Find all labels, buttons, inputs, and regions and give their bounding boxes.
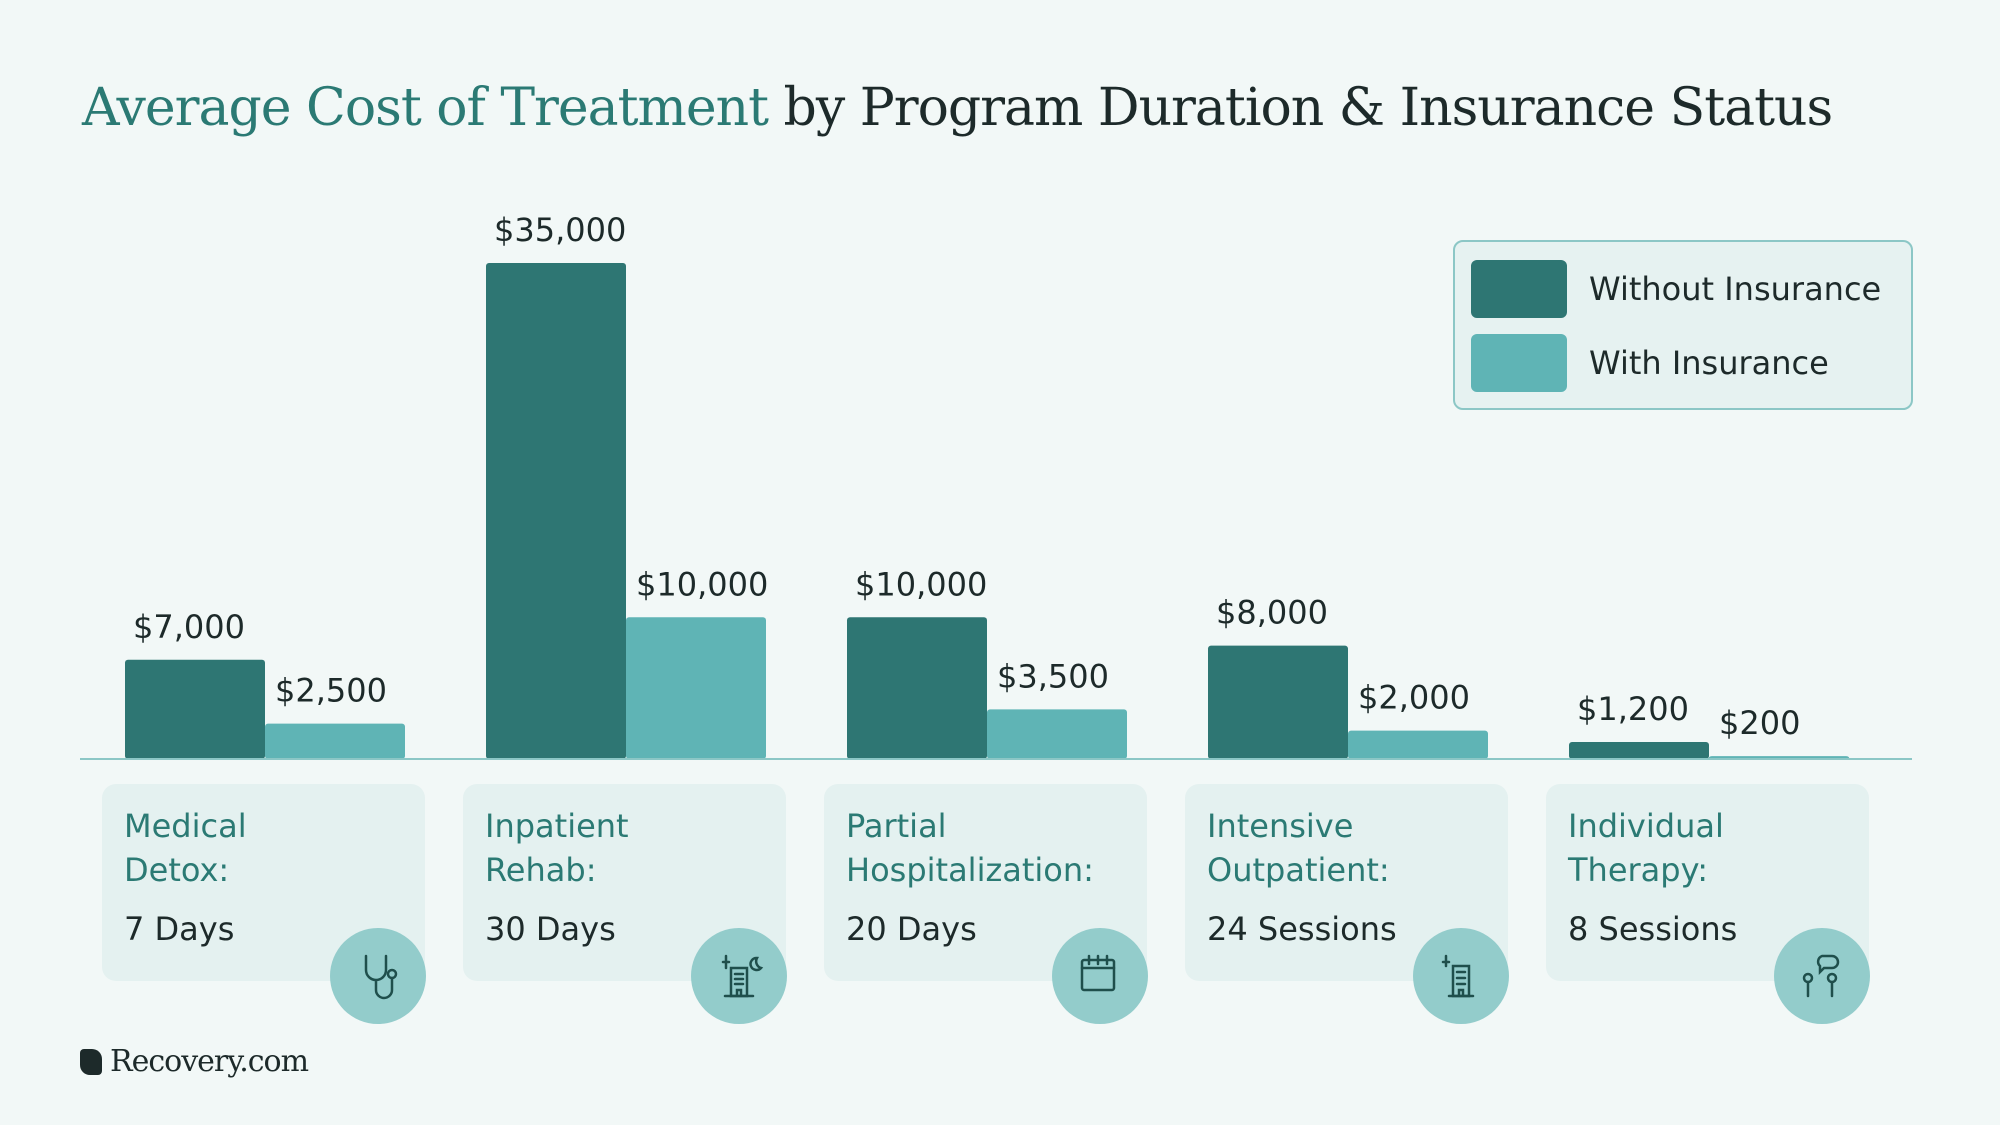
program-name: Intensive Outpatient: bbox=[1207, 807, 1390, 889]
legend-item-with-insurance: With Insurance bbox=[1471, 334, 1829, 392]
building-sun-icon bbox=[1413, 928, 1509, 1024]
data-label: $200 bbox=[1719, 704, 1800, 742]
data-label: $2,500 bbox=[275, 672, 387, 710]
data-label: $10,000 bbox=[855, 565, 987, 603]
data-label: $8,000 bbox=[1216, 594, 1328, 632]
bar-with-insurance bbox=[987, 709, 1127, 759]
bar-with-insurance bbox=[626, 617, 766, 759]
data-label: $1,200 bbox=[1577, 690, 1689, 728]
program-name: Individual Therapy: bbox=[1568, 807, 1724, 889]
data-label: $2,000 bbox=[1358, 679, 1470, 717]
bar-chart: $7,000 $2,500 $35,000 $10,000 $10,000 $3,500 $… bbox=[80, 211, 1912, 760]
program-duration: 20 Days bbox=[846, 910, 977, 948]
legend-swatch bbox=[1471, 334, 1567, 392]
legend: Without Insurance With Insurance bbox=[1453, 240, 1913, 410]
program-name: Inpatient Rehab: bbox=[485, 807, 629, 889]
bar-with-insurance bbox=[1348, 730, 1488, 759]
program-duration: 8 Sessions bbox=[1568, 910, 1738, 948]
bar-without-insurance bbox=[1569, 741, 1709, 759]
bar-without-insurance bbox=[125, 659, 265, 759]
brand-logo: Recovery.com bbox=[80, 1044, 309, 1079]
program-duration: 30 Days bbox=[485, 910, 616, 948]
program-name: Partial Hospitalization: bbox=[846, 807, 1094, 889]
program-card: Intensive Outpatient: 24 Sessions bbox=[1185, 784, 1508, 981]
data-label: $7,000 bbox=[133, 608, 245, 646]
data-label: $10,000 bbox=[636, 565, 768, 603]
logo-mark-icon bbox=[80, 1048, 102, 1075]
bar-with-insurance bbox=[265, 723, 405, 759]
building-sun-moon-icon bbox=[691, 928, 787, 1024]
stethoscope-icon bbox=[330, 928, 426, 1024]
program-name: Medical Detox: bbox=[124, 807, 247, 889]
bar-without-insurance bbox=[847, 617, 987, 759]
program-duration: 24 Sessions bbox=[1207, 910, 1397, 948]
program-duration: 7 Days bbox=[124, 910, 235, 948]
bar-without-insurance bbox=[486, 263, 626, 759]
program-card: Partial Hospitalization: 20 Days bbox=[824, 784, 1147, 981]
legend-swatch bbox=[1471, 260, 1567, 318]
data-label: $3,500 bbox=[997, 657, 1109, 695]
legend-item-without-insurance: Without Insurance bbox=[1471, 260, 1881, 318]
chart-title: Average Cost of Treatment by Program Dur… bbox=[82, 78, 1833, 138]
bar-without-insurance bbox=[1208, 645, 1348, 759]
calendar-icon bbox=[1052, 928, 1148, 1024]
data-label: $35,000 bbox=[494, 211, 626, 249]
people-talking-icon bbox=[1774, 928, 1870, 1024]
